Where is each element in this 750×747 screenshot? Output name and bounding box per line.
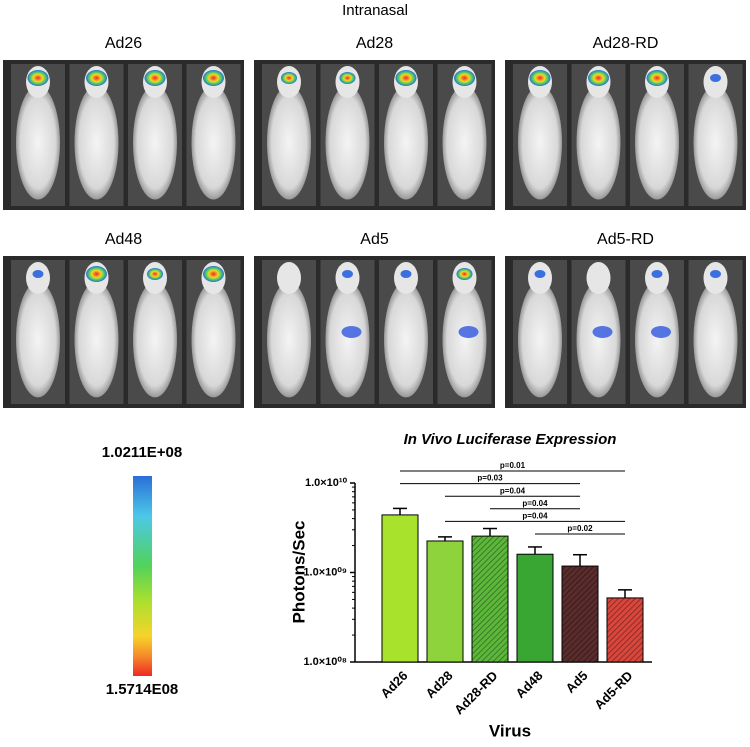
mouse: [133, 281, 177, 398]
p-value: p=0.03: [477, 474, 503, 483]
mouse: [518, 281, 562, 398]
signal: [534, 270, 546, 278]
mouse: [442, 85, 487, 200]
p-value: p=0.04: [500, 486, 526, 495]
signal: [281, 72, 297, 84]
mouse-head: [277, 262, 301, 294]
x-tick-label: Ad5-RD: [591, 668, 635, 712]
signal: [339, 72, 356, 84]
signal: [342, 270, 353, 278]
mouse: [576, 85, 621, 200]
bar: [426, 540, 464, 663]
mouse: [325, 85, 370, 200]
signal: [710, 270, 721, 278]
x-tick-label: Ad26: [377, 668, 410, 701]
signal: [588, 70, 609, 86]
mouse: [191, 85, 236, 200]
signal: [710, 74, 721, 82]
signal: [32, 270, 44, 278]
p-value: p=0.04: [522, 499, 548, 508]
signal: [395, 70, 417, 86]
p-value: p=0.04: [522, 512, 548, 521]
mouse: [133, 85, 177, 200]
signal: [454, 70, 475, 86]
signal: [456, 268, 473, 280]
panel-label: Ad48: [105, 231, 142, 248]
signal: [529, 70, 551, 86]
mouse: [384, 281, 428, 398]
x-tick-label: Ad28: [422, 668, 455, 701]
figure-title: Intranasal: [342, 2, 408, 19]
y-tick-label: 1.0×10¹⁰: [305, 477, 348, 489]
panel-label: Ad26: [105, 35, 142, 52]
signal: [203, 266, 224, 282]
signal: [86, 70, 107, 86]
mouse: [693, 85, 738, 200]
p-value: p=0.01: [500, 461, 526, 470]
colorbar: [133, 476, 152, 676]
panel-label: Ad5-RD: [597, 231, 654, 248]
signal: [144, 70, 166, 86]
signal: [458, 326, 479, 338]
x-tick-label: Ad48: [512, 668, 545, 701]
chart-title: In Vivo Luciferase Expression: [404, 431, 617, 448]
mouse: [74, 281, 119, 398]
signal: [27, 70, 49, 86]
mouse: [518, 85, 562, 200]
mouse: [384, 85, 428, 200]
panel-label: Ad28-RD: [593, 35, 659, 52]
mouse: [267, 85, 311, 200]
mouse: [191, 281, 236, 398]
bar: [516, 553, 554, 663]
mouse: [442, 281, 487, 398]
bar: [606, 597, 644, 663]
panel-label: Ad5: [360, 231, 389, 248]
signal: [592, 326, 613, 338]
mouse: [325, 281, 370, 398]
mouse: [16, 281, 60, 398]
colorbar-max: 1.0211E+08: [102, 444, 183, 461]
signal: [341, 326, 362, 338]
signal: [147, 268, 163, 280]
p-value: p=0.02: [567, 524, 593, 533]
mouse: [74, 85, 119, 200]
mouse: [576, 281, 621, 398]
mouse: [16, 85, 60, 200]
mouse: [267, 281, 311, 398]
x-tick-label: Ad28-RD: [451, 668, 500, 717]
mouse: [635, 281, 679, 398]
signal: [203, 70, 224, 86]
mouse: [635, 85, 679, 200]
y-tick-label: 1.0×10⁰⁹: [303, 566, 347, 578]
signal: [651, 326, 671, 338]
y-tick-label: 1.0×10⁰⁸: [303, 656, 347, 668]
signal: [400, 270, 412, 278]
bar: [471, 535, 509, 663]
x-tick-label: Ad5: [563, 668, 591, 696]
signal: [646, 70, 668, 86]
signal: [86, 266, 107, 282]
colorbar-min: 1.5714E08: [106, 681, 179, 698]
panel-label: Ad28: [356, 35, 393, 52]
mouse: [693, 281, 738, 398]
x-axis-label: Virus: [489, 721, 531, 740]
mouse-head: [586, 262, 611, 294]
y-axis-label: Photons/Sec: [289, 521, 308, 624]
signal: [651, 270, 663, 278]
bar: [561, 565, 599, 663]
bar: [381, 514, 419, 663]
